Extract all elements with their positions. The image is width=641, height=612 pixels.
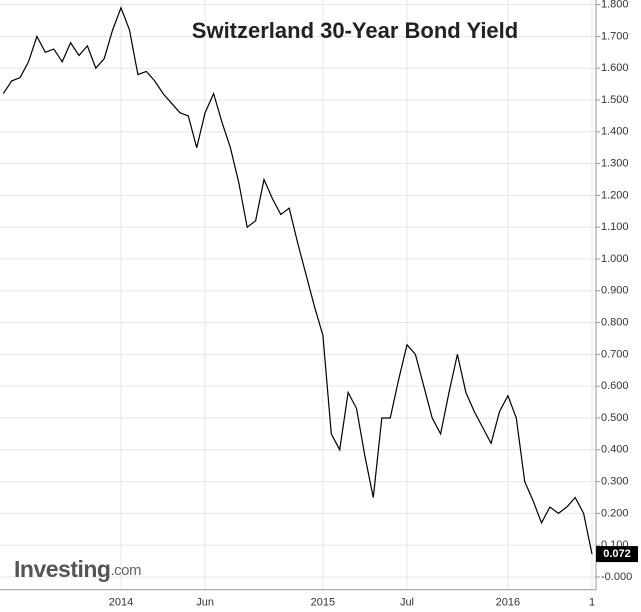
brand: Investing.com [14,556,141,582]
y-tick-label: 1.600 [601,62,629,74]
y-tick-label: 0.200 [601,507,629,519]
y-tick-label: 0.700 [601,348,629,360]
line [2,6,593,555]
x-tick-label: 1 [589,597,595,609]
x-tick-label: Jun [196,597,214,609]
x-tick-label: 2016 [496,597,520,609]
y-tick-label: 0.600 [601,380,629,392]
y-tick-label: 0.900 [601,285,629,297]
x-tick-label: 2014 [109,597,133,609]
y-tick-label: 0.500 [601,412,629,424]
brand-name: Investing [14,556,110,582]
x-tick-label: Jul [400,597,414,609]
y-tick-label: 0.400 [601,444,629,456]
y-tick-label: 1.500 [601,94,629,106]
y-tick-label: -0.000 [601,571,632,583]
y-tick-label: 1.700 [601,30,629,42]
y-tick-label: 1.100 [601,221,629,233]
y-tick-label: 1.200 [601,189,629,201]
y-tick-label: 1.000 [601,253,629,265]
y-tick-label: 1.300 [601,158,629,170]
y-tick-label: 0.800 [601,316,629,328]
y-tick-label: 1.400 [601,126,629,138]
x-tick-label: 2015 [311,597,335,609]
y-tick-label: 1.800 [601,0,629,11]
last-value-box [596,546,638,563]
y-tick-label: 0.300 [601,475,629,487]
brand-suffix: .com [110,562,141,579]
last-value-label: 0.072 [603,548,631,560]
chart-title: Switzerland 30-Year Bond Yield [192,18,518,43]
